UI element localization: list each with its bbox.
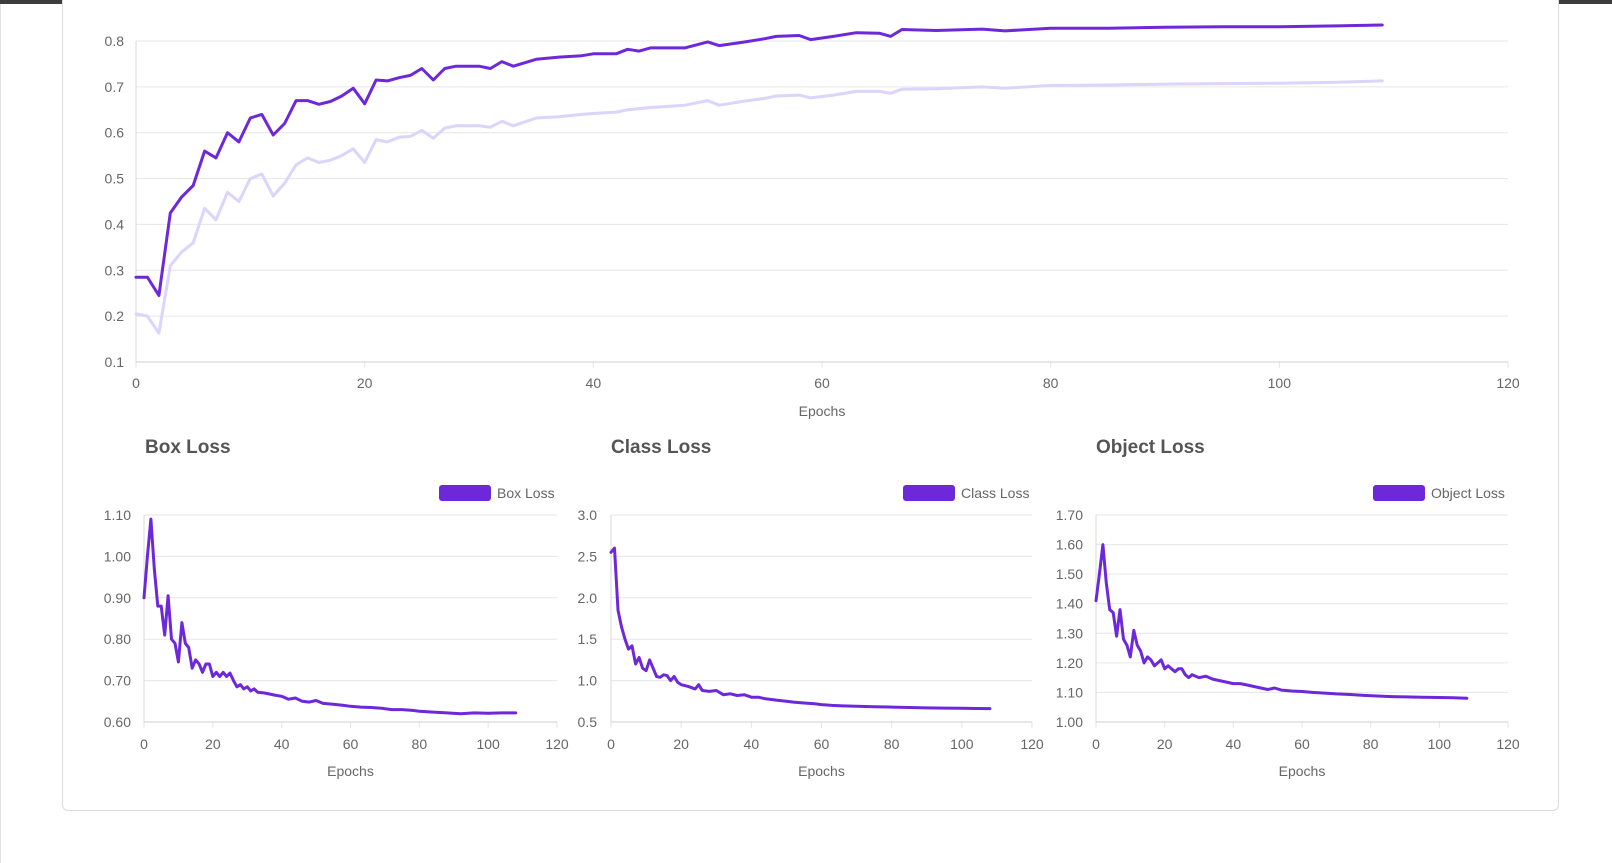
x-tick-label: 60 (814, 736, 830, 752)
y-tick-label: 0.6 (105, 125, 125, 141)
x-axis-title: Epochs (1279, 763, 1326, 779)
series-line (134, 79, 1384, 335)
x-tick-label: 60 (343, 736, 359, 752)
x-tick-label: 80 (412, 736, 428, 752)
y-tick-label: 0.8 (105, 33, 125, 49)
x-tick-label: 0 (607, 736, 615, 752)
series-line (1094, 543, 1469, 700)
x-tick-label: 20 (357, 375, 373, 391)
x-tick-label: 40 (744, 736, 760, 752)
y-tick-label: 1.0 (578, 673, 598, 689)
x-tick-label: 40 (274, 736, 290, 752)
x-tick-label: 20 (1157, 736, 1173, 752)
x-tick-label: 20 (205, 736, 221, 752)
class-loss-title: Class Loss (611, 437, 712, 458)
legend-label: Class Loss (961, 485, 1030, 501)
y-tick-label: 0.7 (105, 79, 125, 95)
y-tick-label: 0.4 (105, 216, 125, 232)
x-axis-title: Epochs (798, 763, 845, 779)
object-loss-chart: 1.00 1.10 1.20 1.30 1.40 1.50 1.60 1.70 0 20 40 60 8… (1056, 507, 1520, 779)
y-tick-label: 1.40 (1056, 596, 1083, 612)
x-tick-label: 60 (1294, 736, 1310, 752)
y-tick-label: 0.3 (105, 262, 125, 278)
y-tick-label: 0.70 (104, 673, 131, 689)
x-axis-title: Epochs (327, 763, 374, 779)
y-tick-label: 0.2 (105, 308, 125, 324)
box-loss-title: Box Loss (145, 437, 231, 458)
series-line (134, 23, 1384, 297)
box-loss-legend[interactable]: Box Loss (439, 485, 555, 501)
x-tick-label: 120 (1020, 736, 1044, 752)
x-tick-label: 100 (1268, 375, 1292, 391)
y-tick-label: 1.00 (104, 548, 131, 564)
object-loss-legend[interactable]: Object Loss (1373, 485, 1505, 501)
class-loss-legend[interactable]: Class Loss (903, 485, 1029, 501)
x-tick-label: 0 (132, 375, 140, 391)
legend-label: Object Loss (1431, 485, 1505, 501)
x-tick-label: 120 (1496, 736, 1520, 752)
y-tick-label: 0.80 (104, 631, 131, 647)
x-tick-label: 20 (673, 736, 689, 752)
charts-card (62, 0, 1559, 811)
legend-swatch (903, 485, 955, 501)
x-tick-label: 120 (1496, 375, 1520, 391)
y-tick-label: 2.5 (578, 548, 598, 564)
series-line (142, 517, 518, 716)
y-tick-label: 2.0 (578, 590, 598, 606)
x-tick-label: 80 (1043, 375, 1059, 391)
y-tick-label: 1.60 (1056, 537, 1083, 553)
y-tick-label: 1.50 (1056, 566, 1083, 582)
x-tick-label: 120 (545, 736, 569, 752)
x-tick-label: 0 (1092, 736, 1100, 752)
x-tick-label: 0 (140, 736, 148, 752)
x-tick-label: 100 (1428, 736, 1452, 752)
class-loss-chart: 0.5 1.0 1.5 2.0 2.5 3.0 0 20 40 60 80 100 120 Epochs (578, 507, 1044, 779)
y-tick-label: 1.5 (578, 631, 598, 647)
y-tick-label: 0.1 (105, 354, 125, 370)
left-edge-line (0, 4, 1, 863)
y-tick-label: 3.0 (578, 507, 598, 523)
y-tick-label: 0.90 (104, 590, 131, 606)
y-tick-label: 1.00 (1056, 714, 1083, 730)
x-tick-label: 60 (814, 375, 830, 391)
x-tick-label: 40 (586, 375, 602, 391)
y-tick-label: 1.20 (1056, 655, 1083, 671)
legend-swatch (1373, 485, 1425, 501)
legend-swatch (439, 485, 491, 501)
box-loss-chart: 0.60 0.70 0.80 0.90 1.00 1.10 0 20 40 60 80 100 120 E… (104, 507, 569, 779)
x-tick-label: 100 (476, 736, 500, 752)
x-tick-label: 100 (950, 736, 974, 752)
y-tick-label: 1.10 (104, 507, 131, 523)
y-tick-label: 1.30 (1056, 625, 1083, 641)
legend-label: Box Loss (497, 485, 555, 501)
y-tick-label: 1.10 (1056, 684, 1083, 700)
x-tick-label: 80 (884, 736, 900, 752)
object-loss-title: Object Loss (1096, 437, 1205, 458)
x-tick-label: 40 (1226, 736, 1242, 752)
accuracy-line-chart: 0.1 0.2 0.3 0.4 0.5 0.6 0.7 0.8 0 20 40 60 80 100 120 E… (105, 23, 1520, 419)
y-tick-label: 0.5 (105, 171, 125, 187)
series-line (609, 546, 992, 711)
y-tick-label: 1.70 (1056, 507, 1083, 523)
x-axis-title: Epochs (799, 403, 846, 419)
y-tick-label: 0.5 (578, 714, 598, 730)
y-tick-label: 0.60 (104, 714, 131, 730)
x-tick-label: 80 (1363, 736, 1379, 752)
